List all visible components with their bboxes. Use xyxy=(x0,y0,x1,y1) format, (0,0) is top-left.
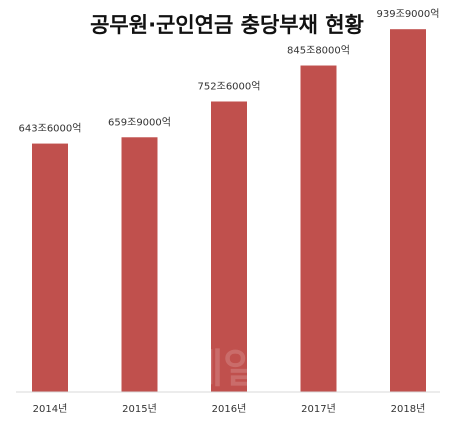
x-axis-labels-group: 2014년 2015년 2016년 2017년 2018년 xyxy=(33,403,426,415)
data-labels-group: 643조6000억 659조9000억 752조6000억 845조8000억 939조… xyxy=(19,8,440,134)
x-tick-label: 2017년 xyxy=(301,403,336,415)
data-label: 845조8000억 xyxy=(287,45,350,57)
bar-2016년 xyxy=(211,101,247,392)
x-tick-label: 2014년 xyxy=(33,403,68,415)
bar-2014년 xyxy=(32,143,68,392)
data-label: 752조6000억 xyxy=(198,80,261,92)
x-tick-label: 2016년 xyxy=(212,403,247,415)
bar-2018년 xyxy=(390,29,426,392)
data-label: 939조9000억 xyxy=(377,8,440,20)
chart-title: 공무원·군인연금 충당부채 현황 xyxy=(90,13,364,37)
watermark: e데일리 xyxy=(159,346,297,392)
bar-2015년 xyxy=(121,137,158,392)
bar-2017년 xyxy=(300,65,337,392)
data-label: 659조9000억 xyxy=(108,116,171,128)
x-tick-label: 2015년 xyxy=(122,403,157,415)
data-label: 643조6000억 xyxy=(19,123,82,135)
bars-group xyxy=(32,29,426,392)
x-tick-label: 2018년 xyxy=(391,403,426,415)
